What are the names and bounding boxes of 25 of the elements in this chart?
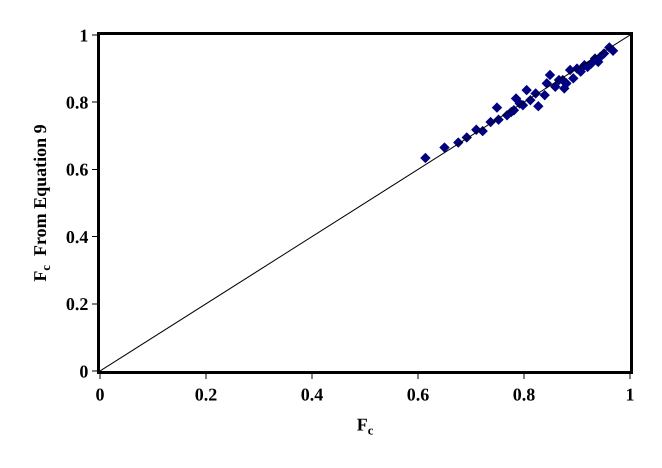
point: [521, 84, 532, 96]
point: [550, 82, 560, 92]
point: [568, 73, 578, 84]
y-tick-label: 0.6: [66, 160, 88, 180]
x-tick-label: 0: [96, 384, 104, 405]
point: [439, 142, 450, 153]
point: [576, 66, 586, 77]
y-tick-label: 0.2: [66, 294, 88, 314]
x-axis-title: F$_{c}$: [356, 414, 374, 438]
x-tick-label: 1: [626, 384, 634, 405]
y-tick-label: 0.4: [66, 226, 88, 247]
point: [544, 70, 556, 80]
y-tick-label: 1: [79, 25, 88, 46]
x-tick-label: 0.8: [512, 384, 536, 405]
point: [420, 152, 431, 164]
y-tick-label: 0.8: [66, 92, 88, 112]
y-tick-label: 0: [79, 361, 88, 382]
x-tick-label: 0.2: [194, 384, 218, 405]
point: [608, 46, 618, 56]
x-tick-label: 0.6: [406, 384, 430, 405]
point: [539, 90, 550, 100]
point: [492, 102, 502, 113]
point: [542, 78, 552, 89]
x-tick-label: 0.4: [300, 384, 324, 405]
point: [533, 101, 544, 112]
